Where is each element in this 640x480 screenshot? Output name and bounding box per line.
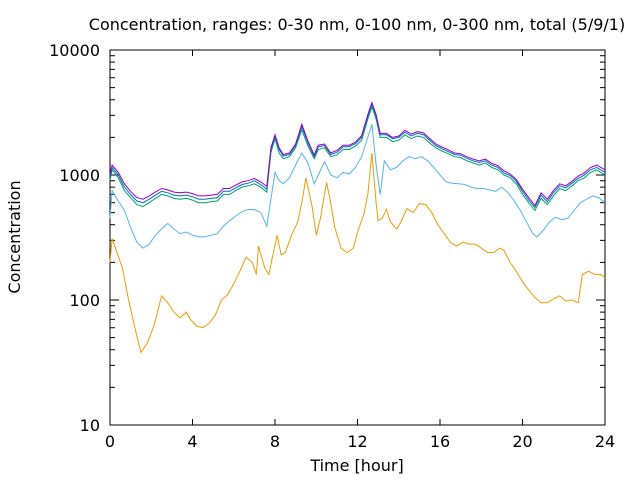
x-tick-label: 20 [512, 432, 532, 451]
y-axis-title: Concentration [5, 180, 24, 293]
series-line-2 [109, 124, 606, 249]
x-tick-label: 16 [430, 432, 450, 451]
x-tick-label: 24 [595, 432, 615, 451]
series-line-1 [109, 152, 606, 354]
series-group [109, 100, 606, 354]
x-tick-label: 0 [105, 432, 115, 451]
series-line-5 [109, 100, 606, 207]
axis-ticks: 0 4 8 12 16 20 24 10 100 1000 10000 [49, 41, 615, 451]
x-tick-label: 12 [347, 432, 367, 451]
y-tick-label: 100 [69, 291, 100, 310]
x-axis-title: Time [hour] [309, 456, 403, 475]
series-line-3 [109, 105, 606, 212]
y-tick-label: 10000 [49, 41, 100, 60]
chart-title: Concentration, ranges: 0-30 nm, 0-100 nm… [89, 15, 625, 34]
y-tick-label: 1000 [59, 166, 100, 185]
plot-frame [109, 49, 606, 426]
y-tick-label: 10 [80, 416, 100, 435]
series-line-4 [109, 102, 606, 209]
x-tick-label: 8 [270, 432, 280, 451]
x-tick-label: 4 [187, 432, 197, 451]
